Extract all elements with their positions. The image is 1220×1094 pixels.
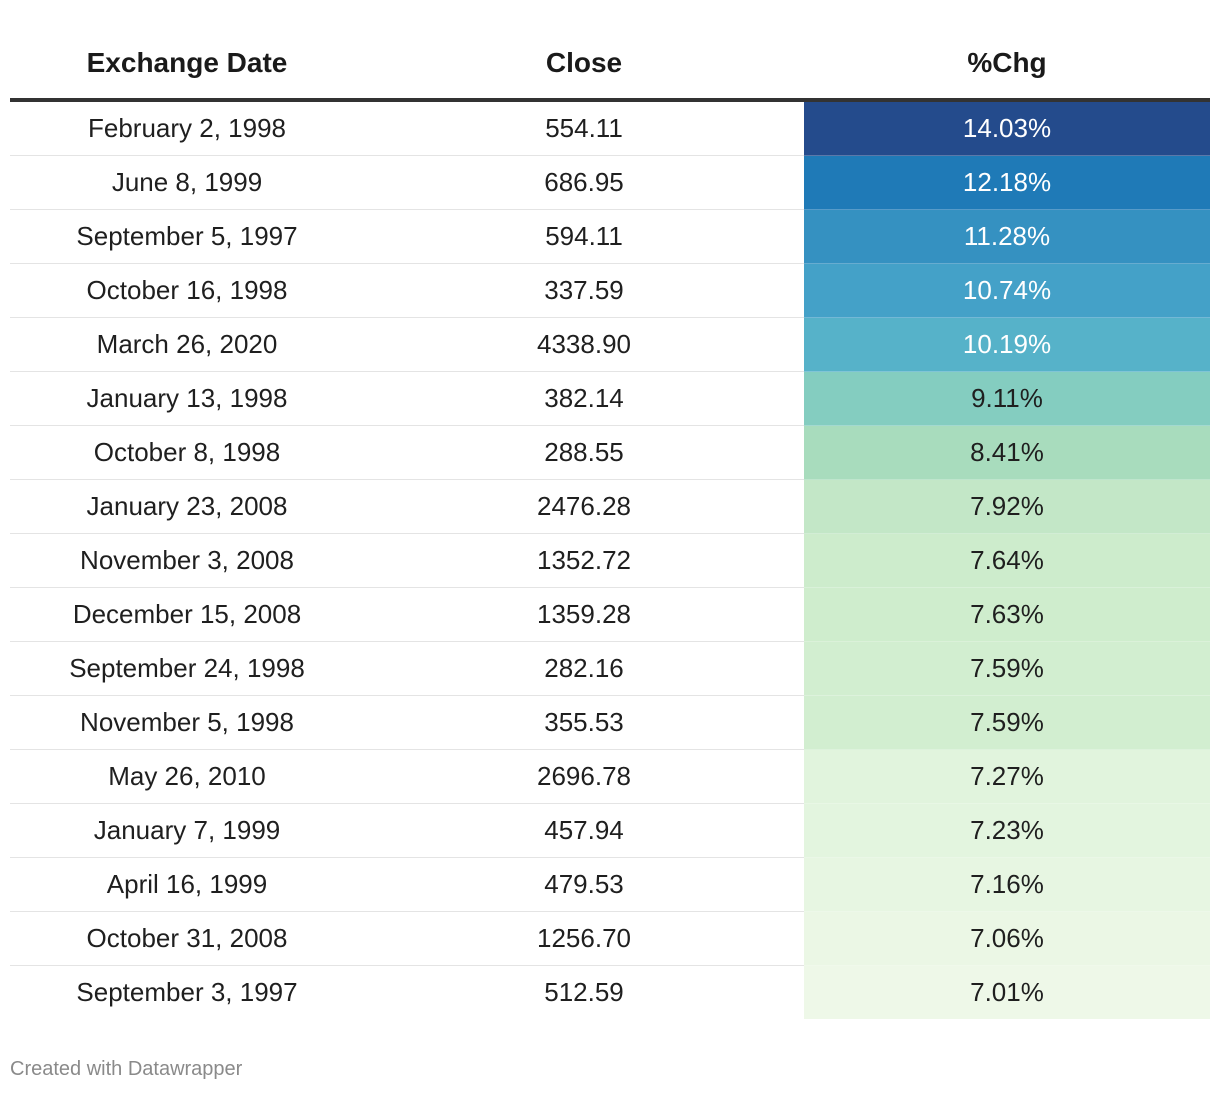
table-row: November 3, 2008 1352.72 7.64% [10, 533, 1210, 588]
cell-close: 1359.28 [364, 587, 804, 642]
table-row: November 5, 1998 355.53 7.59% [10, 695, 1210, 750]
cell-exchange-date: September 5, 1997 [10, 209, 364, 264]
table-header: Exchange Date Close %Chg [10, 28, 1210, 102]
cell-pct-chg: 7.59% [804, 641, 1210, 696]
column-header-pct-chg[interactable]: %Chg [804, 28, 1210, 102]
cell-close: 382.14 [364, 371, 804, 426]
table-row: September 5, 1997 594.11 11.28% [10, 209, 1210, 264]
table-row: January 23, 2008 2476.28 7.92% [10, 479, 1210, 534]
cell-close: 2696.78 [364, 749, 804, 804]
cell-exchange-date: February 2, 1998 [10, 100, 364, 156]
data-table-container: Exchange Date Close %Chg February 2, 199… [10, 28, 1210, 1019]
table-row: May 26, 2010 2696.78 7.27% [10, 749, 1210, 804]
table-row: October 16, 1998 337.59 10.74% [10, 263, 1210, 318]
cell-exchange-date: September 24, 1998 [10, 641, 364, 696]
cell-close: 288.55 [364, 425, 804, 480]
table-row: September 24, 1998 282.16 7.59% [10, 641, 1210, 696]
cell-exchange-date: May 26, 2010 [10, 749, 364, 804]
cell-pct-chg: 7.63% [804, 587, 1210, 642]
cell-close: 355.53 [364, 695, 804, 750]
table-row: January 13, 1998 382.14 9.11% [10, 371, 1210, 426]
cell-pct-chg: 7.23% [804, 803, 1210, 858]
cell-pct-chg: 7.27% [804, 749, 1210, 804]
cell-exchange-date: October 8, 1998 [10, 425, 364, 480]
cell-exchange-date: October 16, 1998 [10, 263, 364, 318]
cell-pct-chg: 10.19% [804, 317, 1210, 372]
cell-exchange-date: October 31, 2008 [10, 911, 364, 966]
cell-pct-chg: 14.03% [804, 100, 1210, 156]
cell-exchange-date: April 16, 1999 [10, 857, 364, 912]
table-row: December 15, 2008 1359.28 7.63% [10, 587, 1210, 642]
cell-close: 512.59 [544, 977, 624, 1007]
table-row: June 8, 1999 686.95 12.18% [10, 155, 1210, 210]
header-row: Exchange Date Close %Chg [10, 28, 1210, 102]
cell-exchange-date: March 26, 2020 [10, 317, 364, 372]
cell-pct-chg: 7.16% [804, 857, 1210, 912]
cell-pct-chg: 7.06% [804, 911, 1210, 966]
cell-exchange-date: January 23, 2008 [10, 479, 364, 534]
cell-close: 479.53 [364, 857, 804, 912]
table-row: October 8, 1998 288.55 8.41% [10, 425, 1210, 480]
cell-pct-chg: 8.41% [804, 425, 1210, 480]
table-row: February 2, 1998 554.11 14.03% [10, 100, 1210, 156]
cell-pct-chg: 10.74% [804, 263, 1210, 318]
table-row: January 7, 1999 457.94 7.23% [10, 803, 1210, 858]
cell-pct-chg: 7.59% [804, 695, 1210, 750]
cell-exchange-date: November 3, 2008 [10, 533, 364, 588]
cell-close: 1256.70 [364, 911, 804, 966]
cell-exchange-date: December 15, 2008 [10, 587, 364, 642]
cell-close: 1352.72 [364, 533, 804, 588]
cell-close: 4338.90 [364, 317, 804, 372]
cell-close: 282.16 [364, 641, 804, 696]
cell-close: 337.59 [364, 263, 804, 318]
table-row: September 3, 1997 512.59 7.01% [10, 965, 1210, 1019]
column-header-exchange-date[interactable]: Exchange Date [10, 28, 364, 102]
data-table: Exchange Date Close %Chg February 2, 199… [10, 28, 1210, 1019]
table-row: April 16, 1999 479.53 7.16% [10, 857, 1210, 912]
cell-exchange-date: September 3, 1997 [76, 977, 298, 1007]
table-row: October 31, 2008 1256.70 7.06% [10, 911, 1210, 966]
cell-close: 686.95 [364, 155, 804, 210]
footer-credit: Created with Datawrapper [10, 1058, 243, 1080]
cell-pct-chg: 7.64% [804, 533, 1210, 588]
cell-close: 457.94 [364, 803, 804, 858]
cell-pct-chg: 7.92% [804, 479, 1210, 534]
cell-close: 2476.28 [364, 479, 804, 534]
cell-exchange-date: January 7, 1999 [10, 803, 364, 858]
table-body: February 2, 1998 554.11 14.03% June 8, 1999… [10, 100, 1210, 1019]
cell-exchange-date: January 13, 1998 [10, 371, 364, 426]
cell-close: 554.11 [364, 100, 804, 156]
cell-pct-chg: 7.01% [804, 965, 1210, 1019]
column-header-close[interactable]: Close [364, 28, 804, 102]
cell-exchange-date: November 5, 1998 [10, 695, 364, 750]
cell-close: 594.11 [364, 209, 804, 264]
cell-exchange-date: June 8, 1999 [10, 155, 364, 210]
table-row: March 26, 2020 4338.90 10.19% [10, 317, 1210, 372]
cell-pct-chg: 9.11% [804, 371, 1210, 426]
cell-pct-chg: 12.18% [804, 155, 1210, 210]
cell-pct-chg: 11.28% [804, 209, 1210, 264]
